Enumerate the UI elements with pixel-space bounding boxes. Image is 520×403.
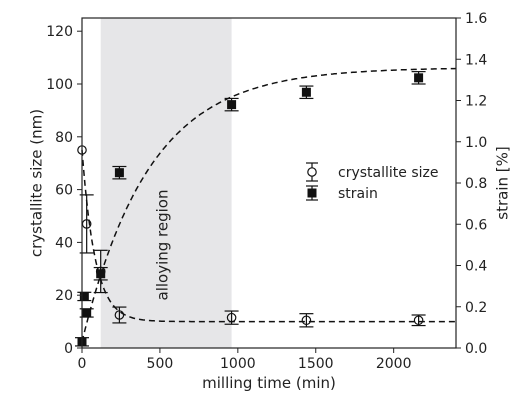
left-y-tick-label: 60 (55, 183, 73, 199)
right-y-tick-label: 0.6 (465, 217, 487, 233)
strain-point (77, 291, 92, 302)
crystallite-size-fit-curve (81, 149, 456, 323)
legend-label-strain: strain (338, 186, 378, 202)
square-marker (82, 308, 92, 318)
right-y-axis-title: strain [%] (494, 146, 512, 219)
x-tick-label: 500 (147, 356, 174, 372)
legend-strain-marker (307, 188, 317, 198)
strain-fit-curve (81, 67, 457, 342)
circle-marker (301, 315, 312, 326)
right-y-tick-label: 0.2 (465, 300, 487, 316)
right-y-tick-label: 0.8 (465, 176, 487, 192)
x-tick-label: 1000 (220, 356, 256, 372)
crystallite-size-point (411, 314, 426, 327)
legend-size-marker (307, 167, 317, 177)
axes: 0 500 1000 1500 2000 0 20 40 60 80 100 120 0.0 0.2 0.4… (46, 11, 487, 372)
legend: crystallite size strain (306, 162, 438, 202)
strain-point (224, 97, 239, 112)
alloying-region-band (100, 18, 232, 348)
circle-marker (226, 312, 237, 323)
left-y-tick-label: 100 (46, 77, 73, 93)
x-axis-title: milling time (min) (202, 374, 336, 392)
square-marker (414, 73, 424, 83)
strain-point (93, 266, 108, 281)
left-y-tick-label: 0 (64, 341, 73, 357)
fit-curves (81, 67, 457, 342)
square-marker (79, 291, 89, 301)
square-marker (301, 87, 311, 97)
legend-label-crystallite-size: crystallite size (338, 165, 438, 181)
region-layer: alloying region (100, 18, 232, 348)
right-y-tick-label: 1.0 (465, 135, 487, 151)
circle-marker (413, 315, 424, 326)
x-tick-label: 0 (78, 356, 87, 372)
left-y-tick-label: 40 (55, 235, 73, 251)
crystallite-size-point (224, 310, 239, 325)
left-y-axis-title: crystallite size (nm) (28, 109, 46, 257)
square-marker (227, 100, 237, 110)
square-marker (96, 269, 106, 279)
x-tick-label: 2000 (376, 356, 412, 372)
left-y-tick-label: 120 (46, 24, 73, 40)
right-y-tick-label: 1.2 (465, 94, 487, 110)
left-y-tick-label: 20 (55, 288, 73, 304)
alloying-region-label: alloying region (154, 190, 172, 301)
right-y-tick-label: 0.4 (465, 259, 487, 275)
crystallite-size-point (112, 306, 127, 324)
right-y-tick-label: 1.4 (465, 52, 487, 68)
strain-point (112, 165, 127, 180)
strain-point (299, 85, 314, 100)
left-y-tick-label: 80 (55, 130, 73, 146)
right-y-tick-label: 1.6 (465, 11, 487, 27)
square-marker (114, 168, 124, 178)
circle-marker (114, 310, 125, 320)
right-y-tick-label: 0.0 (465, 341, 487, 357)
x-tick-label: 1500 (298, 356, 334, 372)
crystallite-size-point (299, 313, 314, 328)
strain-point (411, 71, 426, 85)
